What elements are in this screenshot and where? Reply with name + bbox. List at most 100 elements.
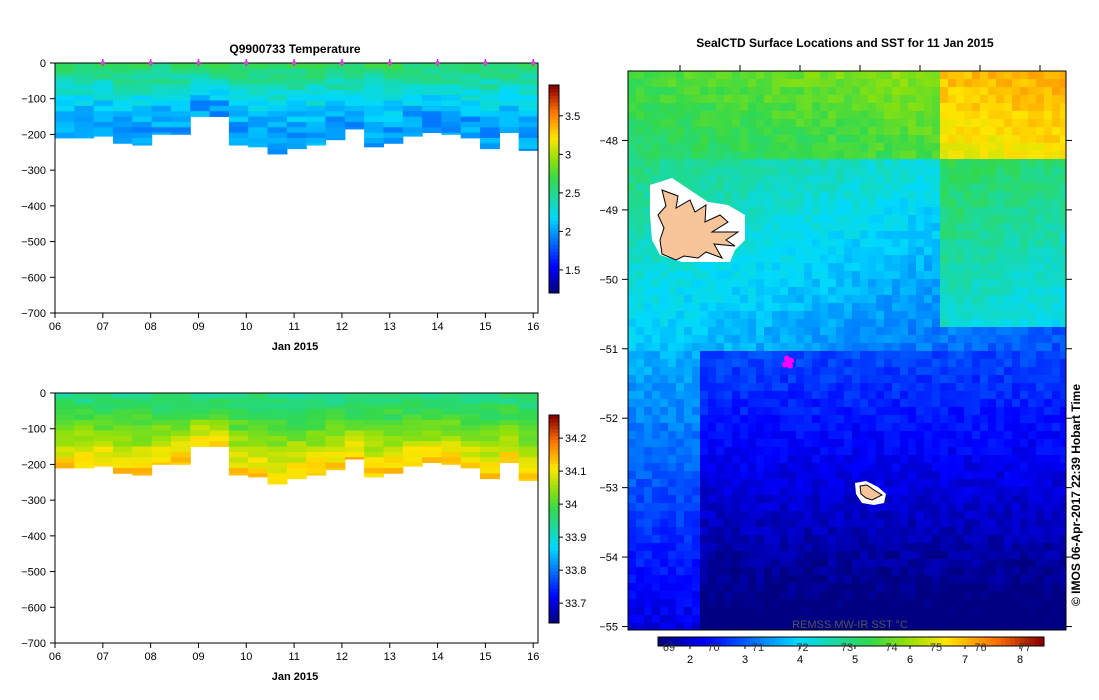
sst-cell (996, 607, 1005, 616)
sst-cell (948, 207, 957, 216)
section-cell (325, 451, 346, 458)
sst-cell (996, 535, 1005, 544)
sst-cell (860, 447, 869, 456)
sst-colorbar-segment (720, 637, 727, 646)
sst-cell (692, 423, 701, 432)
section-cell (480, 132, 500, 139)
sst-cell (748, 511, 757, 520)
sst-cell (828, 503, 837, 512)
sst-colorbar-tick-label-f: 72 (796, 642, 808, 654)
sst-colorbar-segment (836, 637, 842, 646)
sst-cell (644, 463, 653, 472)
sst-cell (964, 431, 973, 440)
section-cell (74, 68, 95, 75)
sst-cell (748, 343, 757, 352)
sst-cell (1020, 295, 1029, 304)
sst-cell (972, 583, 981, 592)
section-cell (151, 462, 172, 465)
sst-cell (988, 423, 997, 432)
sst-cell (988, 487, 997, 496)
sst-cell (692, 399, 701, 408)
section-cell (112, 79, 133, 85)
sst-cell (908, 271, 917, 280)
sst-cell (1028, 319, 1037, 328)
sst-colorbar-segment (1005, 637, 1011, 646)
sst-cell (676, 135, 685, 144)
sst-cell (956, 463, 965, 472)
sst-cell (1012, 143, 1021, 152)
sst-cell (684, 327, 693, 336)
sst-cell (1020, 575, 1029, 584)
section-cell (364, 468, 385, 474)
sst-cell (788, 479, 797, 488)
sst-cell (628, 167, 637, 176)
sst-cell (652, 495, 661, 504)
section-cell (344, 105, 365, 112)
section-cell (480, 89, 500, 96)
sst-cell (948, 231, 957, 240)
sst-cell (916, 231, 925, 240)
sst-cell (1028, 439, 1037, 448)
sst-colorbar-tick-label-c: 4 (797, 654, 803, 666)
section-cell (132, 138, 153, 144)
section-cell (480, 451, 500, 458)
sst-cell (908, 159, 917, 168)
section-cell (364, 435, 385, 442)
sst-cell (820, 607, 829, 616)
sst-cell (860, 367, 869, 376)
sst-cell (1052, 519, 1061, 528)
sst-cell (788, 415, 797, 424)
sst-cell (628, 479, 637, 488)
section-cell (306, 462, 327, 469)
sst-cell (860, 247, 869, 256)
sst-cell (860, 255, 869, 264)
sst-colorbar-segment (662, 637, 669, 646)
sst-cell (636, 351, 645, 360)
section-cell (499, 116, 520, 123)
sst-cell (684, 95, 693, 104)
sst-cell (1036, 287, 1045, 296)
sst-cell (940, 263, 949, 272)
sst-cell (972, 615, 981, 624)
sst-cell (892, 455, 901, 464)
sst-cell (668, 583, 677, 592)
temperature-axes: 06 07 08 09 10 11 12 13 14 15 160−100−200−300−400−… (21, 58, 539, 333)
sst-cell (1028, 399, 1037, 408)
section-cell (441, 414, 462, 421)
section-cell (325, 409, 346, 415)
sst-cell (644, 319, 653, 328)
sst-cell (732, 567, 741, 576)
section-cell (267, 84, 288, 91)
sst-cell (828, 239, 837, 248)
colorbar-segment (549, 88, 559, 93)
section-cell (209, 393, 230, 399)
sst-cell (1044, 127, 1053, 136)
sst-cell (1052, 551, 1061, 560)
sst-cell (852, 423, 861, 432)
sst-cell (708, 295, 717, 304)
sst-cell (828, 199, 837, 208)
sst-cell (1012, 471, 1021, 480)
sst-cell (740, 247, 749, 256)
sst-cell (644, 303, 653, 312)
sst-cell (692, 447, 701, 456)
sst-cell (908, 335, 917, 344)
sst-cell (884, 551, 893, 560)
sst-cell (860, 295, 869, 304)
sst-cell (764, 551, 773, 560)
sst-cell (1060, 215, 1066, 224)
sst-cell (692, 503, 701, 512)
sst-cell (924, 543, 933, 552)
sst-cell (660, 343, 669, 352)
sst-cell (780, 335, 789, 344)
sst-cell (940, 559, 949, 568)
sst-cell (684, 535, 693, 544)
sst-cell (1060, 527, 1066, 536)
section-cell (55, 430, 75, 437)
section-cell (518, 398, 538, 405)
sst-cell (988, 103, 997, 112)
section-cell (499, 398, 520, 405)
island-landmass-large (657, 189, 740, 261)
sst-cell (860, 399, 869, 408)
sst-cell (772, 479, 781, 488)
